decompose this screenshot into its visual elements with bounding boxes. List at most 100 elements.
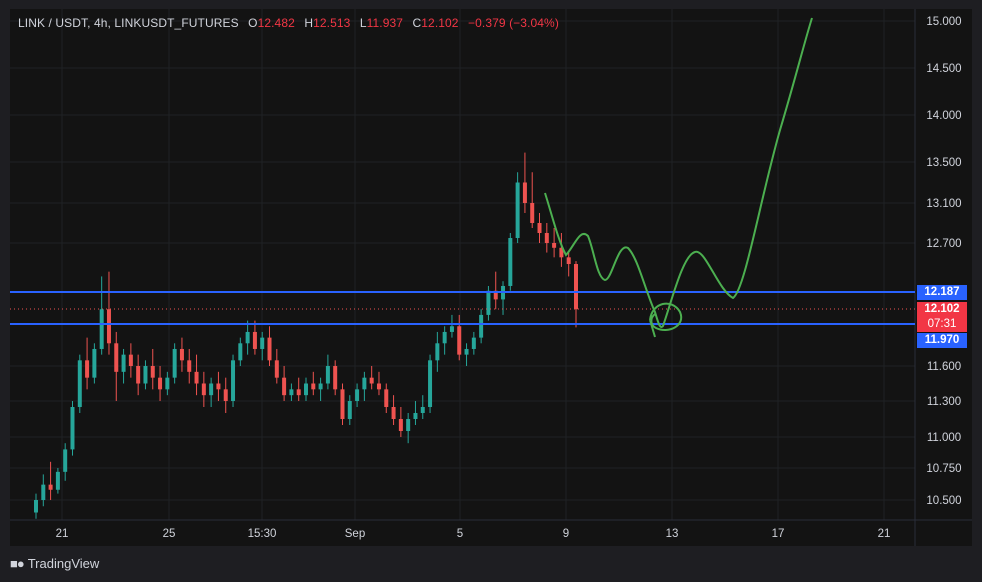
candle-body [172, 348, 177, 378]
candle-body [355, 389, 360, 401]
x-tick-label: 21 [56, 528, 69, 540]
candle-body [289, 389, 294, 396]
symbol-label[interactable]: LINK / USDT, 4h, LINKUSDT_FUTURES [18, 16, 239, 30]
candle-body [333, 366, 338, 390]
close-value: 12.102 [421, 16, 459, 30]
change-value: −0.379 (−3.04%) [468, 16, 559, 30]
x-tick-label: 17 [772, 528, 785, 540]
candle-body [566, 257, 571, 265]
y-tick-label: 12.700 [926, 238, 961, 250]
candle-body [245, 331, 250, 344]
candle-body [508, 238, 513, 286]
low-label: L [359, 16, 367, 30]
candle-body [471, 337, 476, 349]
x-tick-label: 5 [457, 528, 463, 540]
x-tick-label: 13 [666, 528, 679, 540]
y-tick-label: 14.000 [926, 110, 961, 122]
candle-body [537, 223, 542, 233]
low-value: 11.937 [366, 16, 404, 30]
candle-body [231, 360, 236, 401]
y-tick-label: 11.600 [927, 361, 961, 373]
candle-body [128, 354, 133, 366]
candle-body [136, 366, 141, 384]
countdown-tag: 07:31 [917, 317, 967, 332]
candle-body [92, 348, 97, 378]
lower-level-tag: 11.970 [917, 333, 967, 348]
candle-body [311, 383, 316, 390]
candle-body [99, 309, 104, 349]
candle-body [304, 383, 308, 396]
x-tick-label: Sep [345, 528, 365, 540]
candle-body [282, 377, 287, 396]
x-tick-label: 21 [878, 528, 891, 540]
candle-body [406, 419, 411, 431]
candle-body [376, 383, 381, 390]
candle-body [267, 337, 272, 361]
candle-body [106, 309, 111, 344]
candle-body [413, 413, 418, 419]
brand-label: TradingView [27, 556, 100, 571]
y-tick-label: 15.000 [926, 16, 961, 28]
y-tick-label: 10.750 [926, 463, 961, 475]
candle-body [362, 377, 367, 390]
footer[interactable]: ■● TradingView [10, 556, 99, 571]
candle-body [201, 383, 206, 396]
candle-body [530, 203, 535, 223]
candle-body [574, 264, 578, 310]
candle-body [41, 484, 46, 500]
candle-body [274, 360, 279, 378]
y-tick-label: 10.500 [926, 495, 961, 507]
candle-body [347, 401, 352, 419]
y-tick-label: 13.500 [926, 157, 961, 169]
candle-body [544, 233, 549, 243]
candle-body [457, 326, 462, 355]
x-tick-label: 15:30 [248, 528, 277, 540]
candle-body [384, 389, 389, 407]
x-tick-label: 25 [163, 528, 176, 540]
projection-drawing[interactable] [544, 17, 813, 338]
y-tick-label: 13.100 [926, 198, 961, 210]
candle-body [114, 343, 119, 372]
grid [10, 9, 972, 546]
candle-body [479, 314, 484, 338]
candle-body [260, 337, 265, 349]
candle-body [442, 331, 447, 344]
candle-body [464, 348, 469, 355]
candle-body [143, 366, 148, 384]
candle-body [493, 290, 498, 300]
candle-body [187, 360, 192, 372]
candle-body [428, 360, 433, 407]
candle-body [369, 377, 374, 384]
plot-background [10, 9, 972, 546]
candle-body [391, 407, 396, 419]
y-tick-label: 11.000 [927, 432, 961, 444]
candle-body [85, 360, 90, 378]
upper-level-tag: 12.187 [917, 285, 967, 300]
candle-body [449, 326, 454, 332]
candle-body [48, 484, 53, 490]
candle-body [165, 377, 170, 390]
candle-body [325, 366, 330, 384]
y-tick-label: 11.300 [927, 396, 961, 408]
level-lines[interactable] [10, 291, 915, 325]
x-axis: 21 25 15:30 Sep 5 9 13 17 21 [56, 528, 891, 540]
last-price-tag: 12.102 [917, 302, 967, 317]
candle-body [515, 182, 520, 238]
projection-curve [544, 17, 813, 328]
candle-body [252, 331, 257, 349]
candle-body [340, 389, 345, 419]
open-value: 12.482 [257, 16, 295, 30]
x-tick-label: 9 [563, 528, 569, 540]
candle-body [238, 343, 243, 361]
candle-body [77, 360, 82, 407]
candle-body [63, 449, 68, 472]
candle-body [55, 471, 60, 490]
candle-body [158, 377, 163, 390]
candle-body [223, 389, 228, 401]
close-label: C [412, 16, 422, 30]
candle-body [70, 407, 75, 450]
high-label: H [304, 16, 314, 30]
high-value: 12.513 [313, 16, 351, 30]
